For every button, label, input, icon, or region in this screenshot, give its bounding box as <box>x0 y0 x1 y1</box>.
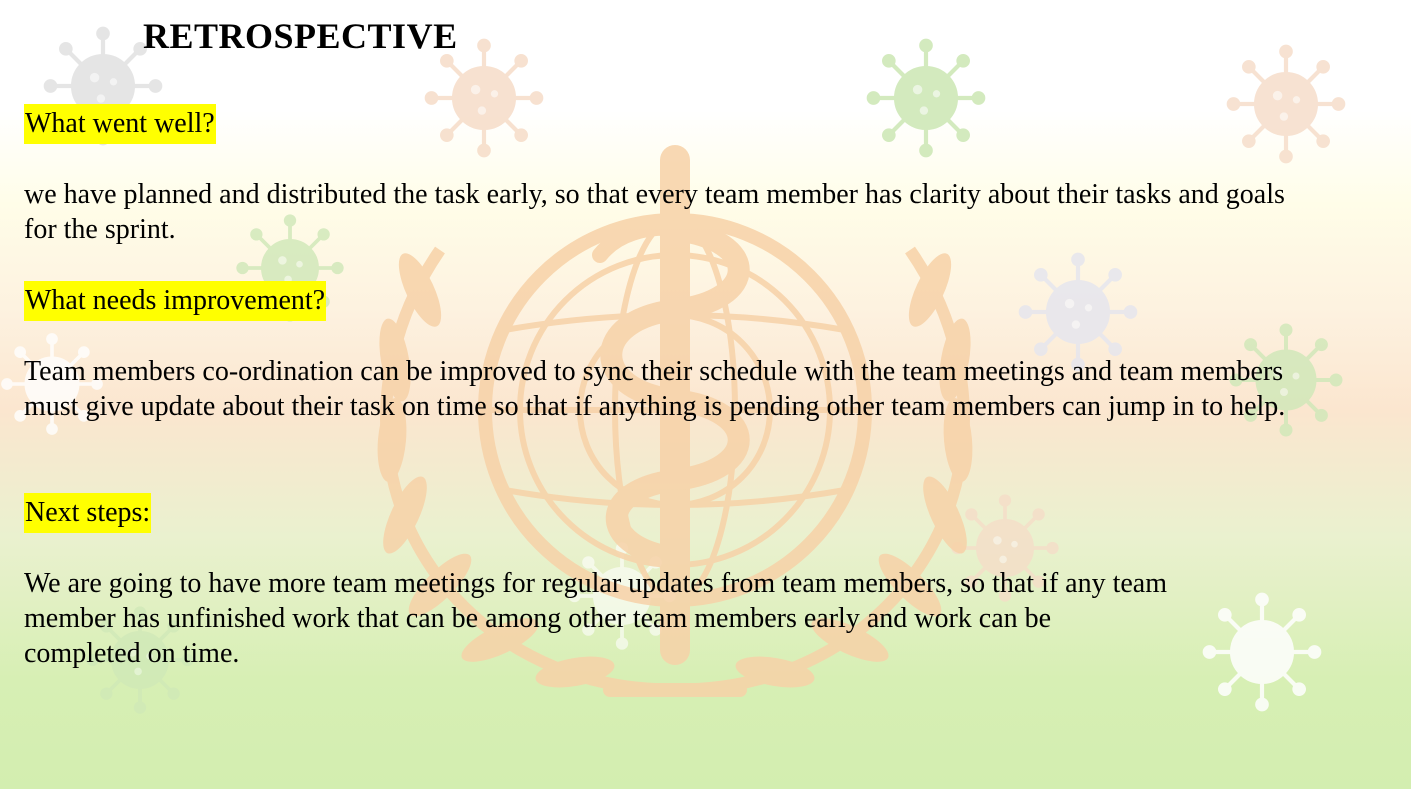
body-what-went-well: we have planned and distributed the task… <box>24 179 1285 245</box>
next-steps-line: member has unfinished work that can be a… <box>24 603 1052 634</box>
body-next-steps: We are going to have more team meetings … <box>24 566 1244 671</box>
next-steps-line: completed on time. <box>24 638 240 669</box>
heading-what-went-well: What went well? <box>24 104 216 144</box>
body-what-needs-improvement: Team members co-ordination can be improv… <box>24 356 1286 422</box>
virus-icon <box>1227 45 1345 163</box>
next-steps-line: We are going to have more team meetings … <box>24 568 1168 599</box>
heading-what-needs-improvement: What needs improvement? <box>24 281 327 321</box>
heading-next-steps: Next steps: <box>24 493 152 533</box>
slide-title: RETROSPECTIVE <box>143 16 458 56</box>
virus-icon <box>867 39 985 157</box>
